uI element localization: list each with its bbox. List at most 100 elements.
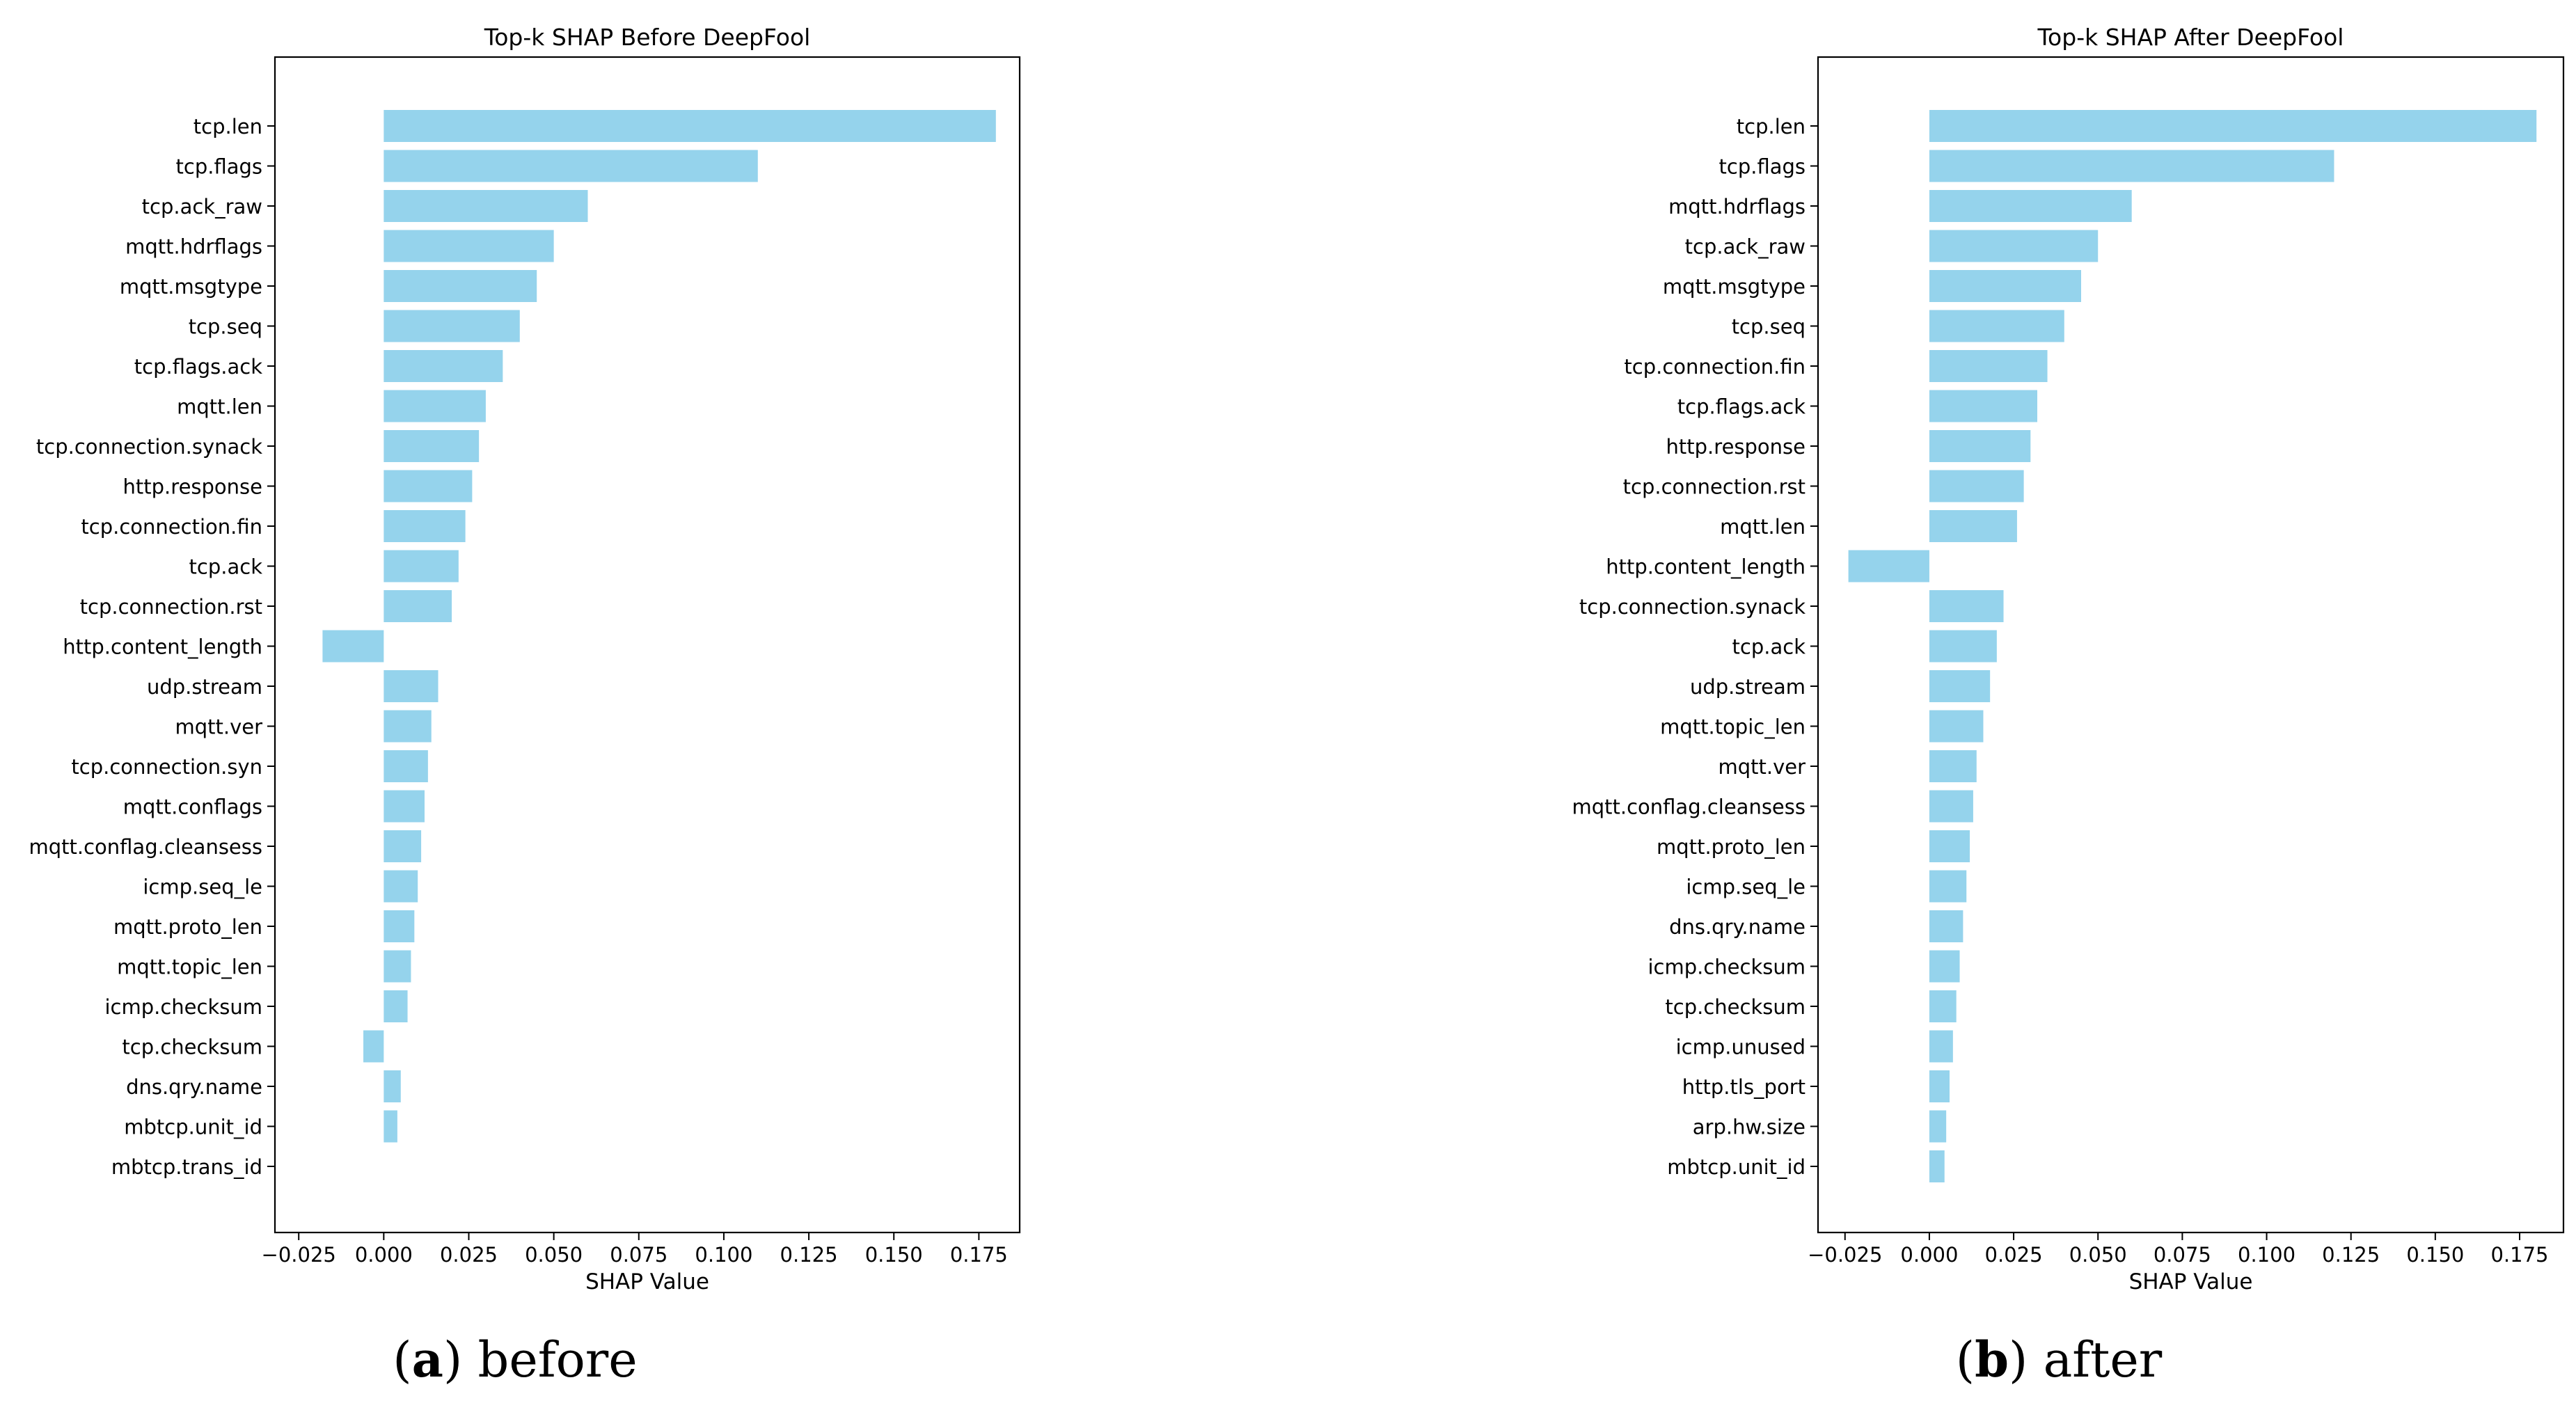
y-tick-label: mqtt.conflag.cleansess <box>29 835 262 859</box>
y-tick-label: tcp.connection.fin <box>1624 355 1805 379</box>
bar <box>1929 310 2064 342</box>
y-tick-label: tcp.ack_raw <box>142 195 262 219</box>
bar <box>384 350 503 382</box>
y-tick-label: tcp.connection.synack <box>1579 595 1805 619</box>
subfigure-caption: (b) after <box>1956 1331 2163 1388</box>
y-tick-label: tcp.len <box>1737 115 1805 138</box>
y-tick-label: tcp.ack <box>1732 635 1806 659</box>
bar <box>1929 430 2031 462</box>
y-tick-label: tcp.seq <box>1732 315 1805 339</box>
y-tick-label: mbtcp.unit_id <box>124 1116 262 1139</box>
chart-title: Top-k SHAP After DeepFool <box>2037 24 2344 51</box>
bar <box>384 510 466 542</box>
y-tick-label: mqtt.proto_len <box>1657 835 1805 859</box>
x-tick-label: 0.075 <box>610 1243 667 1267</box>
y-tick-label: mqtt.topic_len <box>1660 715 1805 739</box>
bar <box>384 110 996 142</box>
y-tick-label: http.tls_port <box>1682 1075 1805 1099</box>
plot-frame <box>1817 56 2565 1234</box>
x-tick-label: 0.100 <box>695 1243 752 1267</box>
bar <box>1929 350 2048 382</box>
caption-text: ) after <box>2009 1331 2163 1388</box>
bar <box>384 190 588 222</box>
bar <box>1929 990 1957 1022</box>
bar <box>384 1110 397 1143</box>
x-tick-label: 0.125 <box>780 1243 838 1267</box>
bar <box>384 910 415 942</box>
bar <box>1929 230 2099 262</box>
y-tick-label: tcp.flags.ack <box>1677 395 1805 419</box>
bar <box>384 790 425 823</box>
bar <box>384 470 473 502</box>
bar <box>1848 550 1929 582</box>
bar <box>1929 910 1963 942</box>
x-tick-label: 0.050 <box>2069 1243 2127 1267</box>
bar <box>1929 470 2024 502</box>
bar <box>1929 870 1967 903</box>
x-tick-label: 0.075 <box>2154 1243 2211 1267</box>
bar <box>384 990 408 1022</box>
chart-panel-2: Top-k SHAP After DeepFool tcp.len tcp.flag… <box>1572 24 2565 1388</box>
y-tick-label: tcp.seq <box>189 315 262 339</box>
y-tick-label: tcp.checksum <box>122 1036 262 1059</box>
x-tick-label: 0.000 <box>355 1243 413 1267</box>
x-tick-label: 0.150 <box>865 1243 923 1267</box>
bar <box>384 670 438 702</box>
bar <box>384 270 537 302</box>
y-tick-label: http.response <box>123 475 262 499</box>
bar <box>322 630 384 663</box>
plot-frame <box>274 56 1021 1234</box>
bar <box>384 230 554 262</box>
bar <box>1929 1150 1945 1182</box>
y-tick-label: mqtt.ver <box>175 715 262 739</box>
x-tick-label: 0.025 <box>1985 1243 2043 1267</box>
bar <box>363 1030 384 1063</box>
caption-letter: a <box>412 1331 443 1388</box>
y-tick-label: udp.stream <box>147 675 262 699</box>
caption-text: ) before <box>443 1331 638 1388</box>
x-tick-label: 0.125 <box>2322 1243 2380 1267</box>
y-tick-label: mbtcp.unit_id <box>1667 1155 1805 1179</box>
y-tick-label: tcp.checksum <box>1665 995 1805 1019</box>
y-tick-label: tcp.flags <box>1719 155 1806 179</box>
caption-letter: b <box>1975 1331 2009 1388</box>
bar <box>1929 830 1970 862</box>
y-tick-label: tcp.ack_raw <box>1685 235 1805 259</box>
y-tick-label: icmp.checksum <box>104 995 262 1019</box>
bar <box>1929 590 2004 622</box>
bar <box>1929 110 2537 142</box>
x-tick-label: 0.050 <box>525 1243 583 1267</box>
bar <box>1929 1070 1950 1102</box>
bar <box>384 710 432 743</box>
bar <box>1929 270 2081 302</box>
y-tick-label: mqtt.len <box>177 395 262 419</box>
bar <box>1929 190 2132 222</box>
bar <box>1929 950 1960 983</box>
y-tick-label: mqtt.hdrflags <box>1668 195 1805 219</box>
bar <box>384 390 486 422</box>
bar <box>384 1070 401 1102</box>
bar <box>384 310 520 342</box>
bar <box>384 550 459 582</box>
x-tick-label: 0.175 <box>2490 1243 2548 1267</box>
y-tick-label: dns.qry.name <box>126 1075 262 1099</box>
bar <box>1929 670 1991 702</box>
bar <box>1929 390 2037 422</box>
caption-open-paren: ( <box>393 1331 411 1388</box>
bar <box>1929 150 2334 182</box>
x-tick-label: 0.025 <box>440 1243 498 1267</box>
bar <box>384 150 758 182</box>
y-tick-label: icmp.seq_le <box>1686 875 1805 899</box>
bar <box>384 750 428 782</box>
y-tick-label: tcp.connection.fin <box>81 515 262 539</box>
x-tick-label: 0.100 <box>2238 1243 2296 1267</box>
y-tick-label: udp.stream <box>1690 675 1805 699</box>
y-tick-label: tcp.flags.ack <box>134 355 262 379</box>
y-tick-label: tcp.connection.rst <box>1623 475 1805 499</box>
y-tick-label: http.content_length <box>1606 555 1805 579</box>
y-tick-label: mbtcp.trans_id <box>111 1155 262 1179</box>
y-tick-label: dns.qry.name <box>1669 915 1805 939</box>
y-tick-label: mqtt.conflag.cleansess <box>1572 795 1805 819</box>
subfigure-caption: (a) before <box>393 1331 637 1388</box>
x-tick-label: −0.025 <box>1808 1243 1882 1267</box>
